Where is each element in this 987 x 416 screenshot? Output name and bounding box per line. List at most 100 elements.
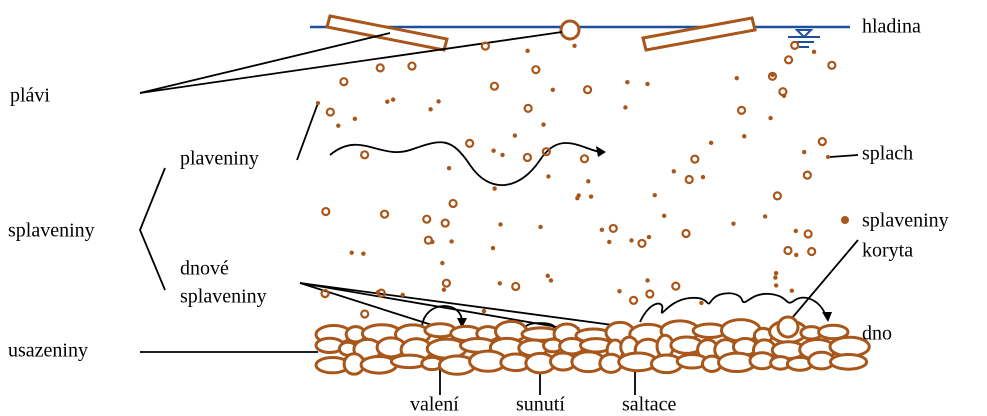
particle: [361, 151, 368, 158]
particle: [524, 154, 531, 161]
particle: [662, 214, 666, 218]
particle: [701, 175, 705, 179]
particle: [575, 196, 579, 200]
label: splaveniny: [862, 210, 949, 232]
particle: [525, 49, 529, 53]
particle: [774, 271, 778, 275]
particle: [784, 247, 791, 254]
particle: [638, 240, 645, 247]
label: valení: [410, 394, 459, 416]
label: plávi: [10, 85, 50, 107]
particle: [428, 107, 432, 111]
particle: [630, 297, 637, 304]
particle: [551, 88, 555, 92]
particle: [581, 155, 588, 162]
particle: [808, 248, 815, 255]
particle: [512, 283, 519, 290]
label: splaveniny: [8, 220, 95, 242]
water-symbol: [788, 30, 820, 47]
particle: [768, 116, 772, 120]
particle: [538, 225, 542, 229]
particle: [376, 290, 380, 294]
particle: [791, 42, 798, 49]
particle: [377, 64, 384, 71]
label: plaveniny: [180, 148, 259, 170]
particle: [436, 99, 440, 103]
particle: [498, 222, 502, 226]
particle: [584, 86, 591, 93]
particle: [546, 174, 550, 178]
particle: [774, 283, 778, 287]
particle: [623, 105, 627, 109]
particle: [491, 83, 498, 90]
particle: [645, 82, 649, 86]
particle: [443, 280, 450, 287]
particle: [425, 237, 432, 244]
particle: [391, 97, 395, 101]
particle: [763, 214, 767, 218]
suspended-particles: [322, 42, 836, 318]
particle: [449, 239, 453, 243]
particle: [647, 235, 651, 239]
particle: [794, 229, 798, 233]
particle: [327, 109, 334, 116]
particle: [525, 105, 532, 112]
particle: [549, 278, 553, 282]
particle: [349, 251, 353, 255]
label: dno: [862, 323, 892, 345]
particle: [738, 107, 745, 114]
particle: [805, 230, 812, 237]
particle: [790, 289, 794, 293]
particle: [532, 66, 539, 73]
label: usazeniny: [8, 340, 88, 362]
particle: [491, 148, 495, 152]
label: hladina: [862, 16, 921, 38]
floating-ball: [561, 21, 579, 39]
particle: [683, 230, 690, 237]
particle: [774, 192, 781, 199]
particle: [794, 253, 798, 257]
particle: [812, 50, 816, 54]
particle: [546, 274, 550, 278]
particle: [322, 208, 329, 215]
label: splaveniny: [180, 286, 267, 308]
particle: [625, 80, 629, 84]
particle: [466, 140, 473, 147]
particle: [385, 100, 389, 104]
label: koryta: [862, 240, 913, 262]
particle: [447, 166, 451, 170]
particle: [442, 288, 446, 292]
particle: [340, 78, 347, 85]
floating-stick: [643, 18, 755, 50]
particle: [645, 278, 649, 282]
particle: [541, 122, 545, 126]
particle: [513, 133, 517, 137]
particle: [709, 141, 713, 145]
particle: [361, 310, 368, 317]
particle: [423, 216, 430, 223]
particle: [607, 240, 611, 244]
particle: [361, 251, 365, 255]
particle: [408, 63, 415, 70]
particle: [617, 289, 621, 293]
particle: [691, 156, 698, 163]
label: saltace: [622, 394, 677, 416]
label: splach: [862, 143, 913, 165]
particle: [500, 153, 504, 157]
particle: [586, 179, 590, 183]
diagram: hladina plávi plaveniny splach splavenin…: [0, 0, 987, 416]
particle: [482, 43, 489, 50]
particle: [819, 138, 826, 145]
particle: [779, 88, 786, 95]
particle: [731, 221, 735, 225]
particle: [804, 172, 811, 179]
pebble: [778, 317, 798, 337]
particle: [629, 238, 633, 242]
particle: [742, 134, 746, 138]
particle: [699, 301, 703, 305]
particle: [482, 309, 486, 313]
particle: [498, 281, 502, 285]
particle: [336, 123, 340, 127]
particle: [672, 283, 679, 290]
label: sunutí: [516, 394, 565, 416]
